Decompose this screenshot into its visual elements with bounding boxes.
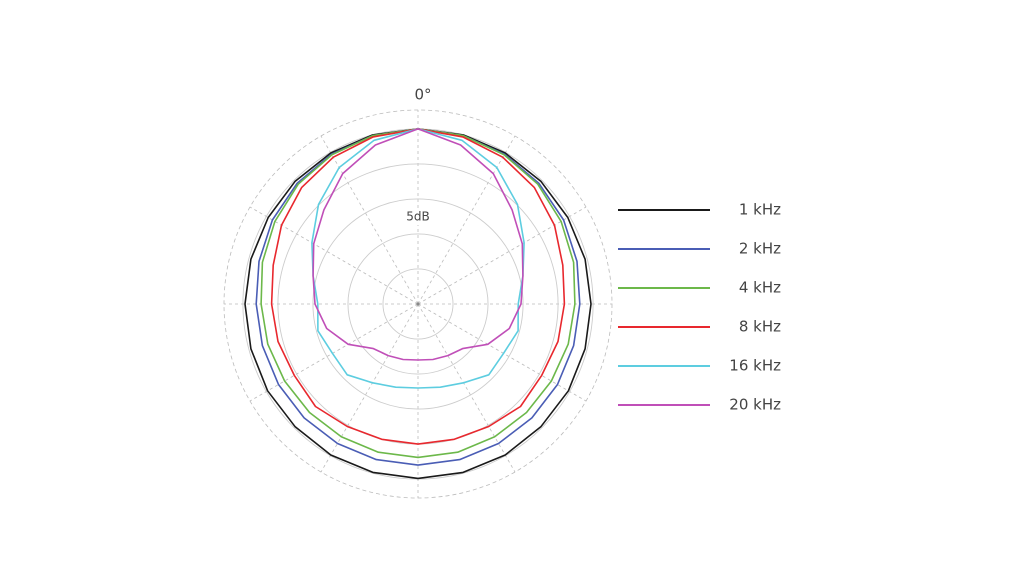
- legend-label: 20 kHz: [729, 396, 781, 414]
- outer-ring: [223, 109, 613, 499]
- spoke: [417, 135, 516, 305]
- spoke: [417, 303, 516, 473]
- legend-label: 2 kHz: [739, 240, 781, 258]
- spoke: [320, 135, 419, 305]
- series-line: [260, 128, 576, 459]
- spoke: [249, 206, 419, 305]
- series-line: [270, 128, 566, 445]
- ring: [382, 268, 454, 340]
- legend-label: 1 kHz: [739, 201, 781, 219]
- theta-label: 0°: [414, 86, 431, 104]
- spoke: [320, 303, 419, 473]
- series-line: [244, 128, 592, 480]
- spoke: [417, 303, 587, 402]
- spoke: [249, 303, 419, 402]
- ring: [347, 233, 489, 375]
- center: [416, 302, 420, 306]
- series-line: [312, 128, 524, 361]
- legend-label: 16 kHz: [729, 357, 781, 375]
- annotation: 5dB: [406, 210, 429, 224]
- annotation-bg: [400, 209, 436, 225]
- ring: [312, 198, 524, 410]
- legend-label: 8 kHz: [739, 318, 781, 336]
- spoke: [417, 206, 587, 305]
- legend-label: 4 kHz: [739, 279, 781, 297]
- series-line: [255, 128, 581, 466]
- series-line: [311, 128, 525, 389]
